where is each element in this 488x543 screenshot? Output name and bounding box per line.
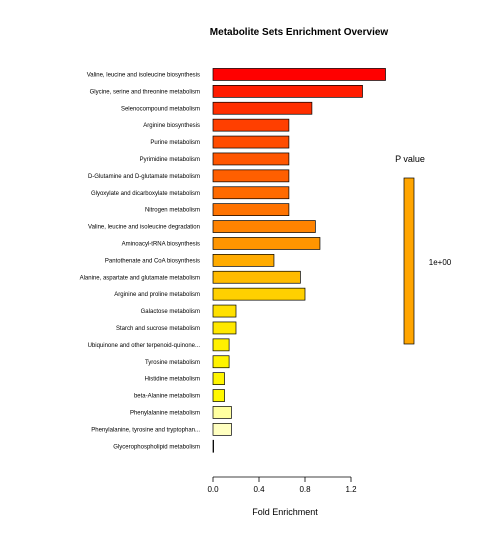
category-label: Aminoacyl-tRNA biosynthesis [122,241,200,247]
bar [212,338,230,352]
bar [212,287,306,301]
category-label: beta-Alanine metabolism [134,394,200,400]
bar [212,389,225,402]
x-tick-label: 1.2 [345,485,357,494]
bar [212,68,386,81]
category-label: Valine, leucine and isoleucine degradati… [88,225,200,231]
category-label: Histidine metabolism [145,377,200,383]
bar [212,439,214,453]
bar [212,372,225,385]
category-label: Glycine, serine and threonine metabolism [90,89,200,95]
x-tick-label: 0.0 [207,485,219,494]
bar [212,203,290,216]
category-label: D-Glutamine and D-glutamate metabolism [88,174,200,180]
category-label: Galactose metabolism [141,309,200,315]
legend: P value 1e+00 [395,154,452,345]
bar [212,186,290,200]
x-axis: 0.0 0.4 0.8 1.2 [207,476,357,494]
category-label: Arginine and proline metabolism [114,292,200,298]
bar [212,152,290,166]
legend-label: 1e+00 [429,258,452,267]
bar [212,169,290,183]
bar [212,237,321,250]
category-label: Glycerophospholipid metabolism [113,444,200,450]
bar [212,423,232,436]
category-label: Phenylalanine, tyrosine and tryptophan..… [91,427,200,433]
category-label: Phenylalanine metabolism [130,410,200,416]
bar [212,84,363,98]
bar [212,355,230,369]
legend-color-bar [403,177,415,345]
category-label: Tyrosine metabolism [145,360,200,366]
category-label: Valine, leucine and isoleucine biosynthe… [87,72,200,78]
bar [212,406,232,419]
category-label: Starch and sucrose metabolism [116,326,200,332]
category-label: Purine metabolism [150,140,200,146]
category-label: Pyrimidine metabolism [140,157,200,163]
category-label: Glyoxylate and dicarboxylate metabolism [91,191,200,197]
bar [212,254,275,267]
bar [212,321,237,335]
x-tick-label: 0.4 [253,485,265,494]
x-axis-label: Fold Enrichment [252,507,318,517]
x-tick-label: 0.8 [299,485,311,494]
bar [212,304,237,318]
category-label: Pantothenate and CoA biosynthesis [105,258,200,264]
bar [212,270,301,284]
bar [212,220,316,233]
category-label: Ubiquinone and other terpenoid-quinone..… [88,343,201,349]
category-label: Arginine biosynthesis [143,123,200,129]
chart-title: Metabolite Sets Enrichment Overview [210,27,389,38]
category-labels-group: Valine, leucine and isoleucine biosynthe… [80,72,201,450]
category-label: Selenocompound metabolism [121,106,200,112]
bar [212,101,313,115]
bar [212,118,290,132]
legend-title: P value [395,154,425,164]
bars-group [212,68,386,453]
bar [212,135,290,149]
category-label: Alanine, aspartate and glutamate metabol… [80,275,200,281]
category-label: Nitrogen metabolism [145,208,200,214]
